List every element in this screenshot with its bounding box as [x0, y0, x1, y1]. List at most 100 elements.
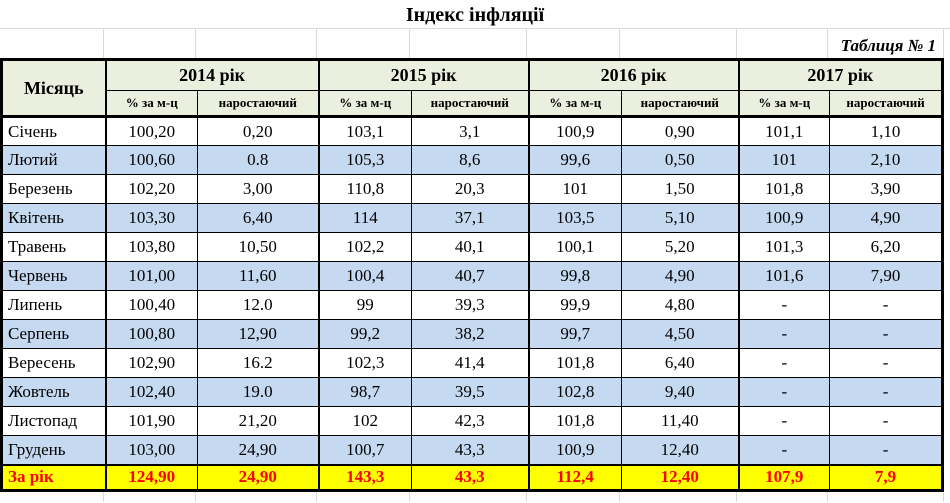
value-cell: 114 [317, 203, 413, 233]
value-cell: 4,50 [621, 319, 740, 349]
value-cell: 8,6 [411, 145, 530, 175]
value-cell: 103,30 [104, 203, 198, 233]
value-cell: 102,8 [527, 377, 623, 407]
value-cell: - [829, 406, 944, 436]
total-value-cell: 107,9 [737, 463, 831, 492]
total-value-cell: 143,3 [317, 463, 413, 492]
year-header-row: Місяць 2014 рік 2015 рік 2016 рік 2017 р… [1, 59, 944, 118]
value-cell: 110,8 [317, 174, 413, 204]
month-cell: Серпень [1, 319, 106, 349]
value-cell: 100,9 [527, 435, 623, 465]
value-cell: 103,1 [317, 116, 413, 146]
value-cell: 40,1 [411, 232, 530, 262]
gridline-cell [620, 492, 737, 502]
gridline-cell [527, 29, 620, 58]
value-cell: - [829, 377, 944, 407]
value-cell: 5,20 [621, 232, 740, 262]
value-cell: 0.8 [196, 145, 320, 175]
value-cell: 103,80 [104, 232, 198, 262]
value-cell: 6,40 [621, 348, 740, 378]
month-cell: Квітень [1, 203, 106, 233]
value-cell: 20,3 [411, 174, 530, 204]
table-row: Лютий 100,60 0.8 105,3 8,6 99,6 0,50 101 2,10 [1, 145, 944, 175]
value-cell: 101 [527, 174, 623, 204]
value-cell: 38,2 [411, 319, 530, 349]
value-cell: 101,3 [737, 232, 831, 262]
month-cell: Грудень [1, 435, 106, 465]
total-row: За рік 124,90 24,90 143,3 43,3 112,4 12,40 107… [1, 463, 944, 492]
value-cell: 40,7 [411, 261, 530, 291]
value-cell: 24,90 [196, 435, 320, 465]
total-value-cell: 124,90 [104, 463, 198, 492]
gridline-cell [620, 29, 737, 58]
value-cell: 41,4 [411, 348, 530, 378]
value-cell: 16.2 [196, 348, 320, 378]
table-caption: Таблиця № 1 [840, 36, 936, 55]
value-cell: 100,7 [317, 435, 413, 465]
gridline-cell [0, 29, 104, 58]
gridline-cell [737, 492, 828, 502]
value-cell: 101,6 [737, 261, 831, 291]
gridline-cell [196, 492, 317, 502]
year-header-2017: 2017 рік [737, 59, 944, 91]
value-cell: 3,1 [411, 116, 530, 146]
value-cell: 1,10 [829, 116, 944, 146]
value-cell: 3,90 [829, 174, 944, 204]
subheader-pct-per-month: % за м-ц [737, 90, 831, 118]
value-cell: 11,60 [196, 261, 320, 291]
gridline-cell [196, 29, 317, 58]
value-cell: - [829, 319, 944, 349]
value-cell: 21,20 [196, 406, 320, 436]
gridline-cell [527, 492, 620, 502]
value-cell: 43,3 [411, 435, 530, 465]
value-cell: 4,80 [621, 290, 740, 320]
value-cell: 7,90 [829, 261, 944, 291]
value-cell: 3,00 [196, 174, 320, 204]
value-cell: 102 [317, 406, 413, 436]
value-cell: 99,6 [527, 145, 623, 175]
subheader-pct-per-month: % за м-ц [317, 90, 413, 118]
value-cell: 12.0 [196, 290, 320, 320]
value-cell: 1,50 [621, 174, 740, 204]
month-column-header: Місяць [1, 59, 106, 118]
gridline-cell [317, 492, 410, 502]
sheet-gridlines-bottom [0, 492, 950, 502]
table-row: Жовтель 102,40 19.0 98,7 39,5 102,8 9,40- - [1, 377, 944, 407]
value-cell: 101,1 [737, 116, 831, 146]
total-value-cell: 112,4 [527, 463, 623, 492]
subheader-row: % за м-ц наростаючий% за м-ц наростаючий% … [2, 90, 944, 118]
value-cell: 99,8 [527, 261, 623, 291]
table-row: Березень 102,20 3,00 110,8 20,3 101 1,50 101,8 3… [1, 174, 944, 204]
value-cell: 0,90 [621, 116, 740, 146]
total-value-cell: 43,3 [411, 463, 530, 492]
month-cell: Вересень [1, 348, 106, 378]
gridline-cell [317, 29, 410, 58]
page-title: Індекс інфляції [405, 4, 545, 26]
value-cell: 12,40 [621, 435, 740, 465]
year-header-2014: 2014 рік [104, 59, 320, 91]
value-cell: 99 [317, 290, 413, 320]
value-cell: 0,50 [621, 145, 740, 175]
value-cell: - [737, 377, 831, 407]
value-cell: 102,2 [317, 232, 413, 262]
value-cell: 101,8 [527, 406, 623, 436]
subheader-cumulative: наростаючий [411, 90, 530, 118]
table-row: Вересень 102,90 16.2 102,3 41,4 101,8 6,40- - [1, 348, 944, 378]
value-cell: - [737, 435, 831, 465]
gridline-cell [828, 29, 944, 58]
value-cell: 105,3 [317, 145, 413, 175]
table-row: Серпень 100,80 12,90 99,2 38,2 99,7 4,50- - [1, 319, 944, 349]
value-cell: 100,1 [527, 232, 623, 262]
value-cell: 42,3 [411, 406, 530, 436]
month-cell: Жовтель [1, 377, 106, 407]
value-cell: 39,5 [411, 377, 530, 407]
value-cell: - [829, 290, 944, 320]
value-cell: 100,60 [104, 145, 198, 175]
subheader-cumulative: наростаючий [829, 90, 944, 118]
gridline-cell [828, 492, 944, 502]
value-cell: 101,8 [527, 348, 623, 378]
gridline-cell [0, 492, 104, 502]
month-cell: Червень [1, 261, 106, 291]
gridline-cell [410, 29, 527, 58]
